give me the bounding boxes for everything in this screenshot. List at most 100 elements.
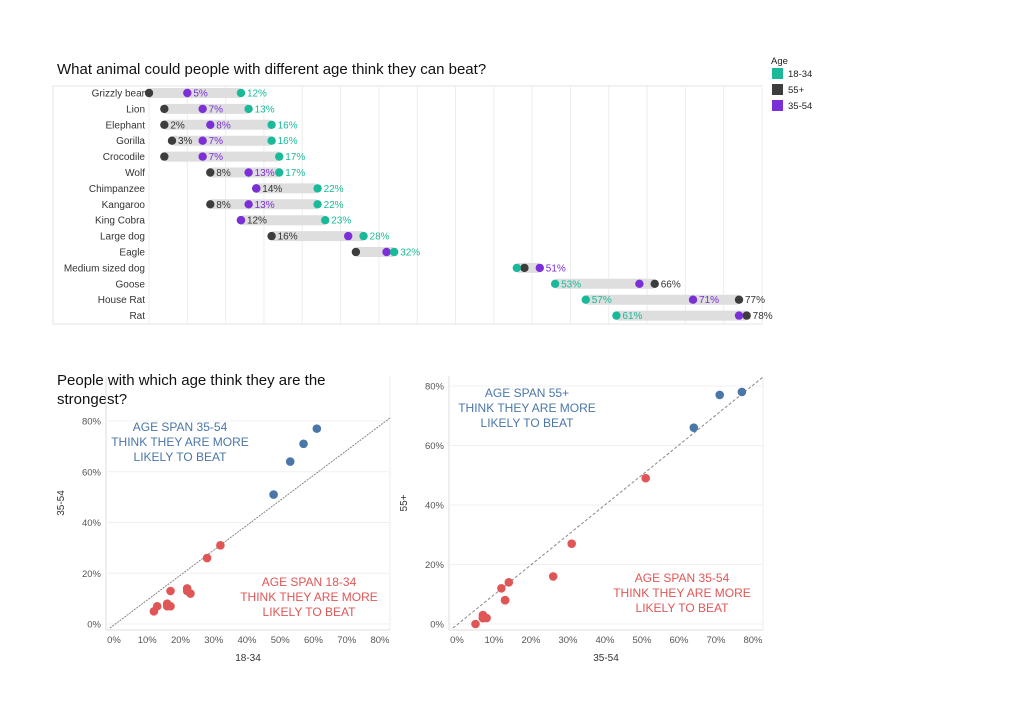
legend-swatch [772,100,783,111]
range-band [149,88,241,98]
dot-a55 [144,88,154,98]
value-label: 8% [216,168,231,179]
y-tick-label: 20% [82,569,102,580]
annotation-text: AGE SPAN 18-34 [262,575,357,589]
animal-label: Wolf [125,168,145,179]
animal-label: Eagle [119,248,145,259]
x-tick-label: 20% [171,635,191,646]
range-band [240,215,326,226]
dot-a55 [167,136,177,145]
dot-a1834 [313,200,322,209]
scatter-point [166,601,175,611]
dot-a55 [160,104,169,114]
scatter-point [478,613,488,623]
x-tick-label: 60% [669,635,689,646]
animal-label: Medium sized dog [64,263,145,274]
annotation-text: THINK THEY ARE MORE [458,401,596,415]
animal-label: Kangaroo [102,200,146,211]
dot-a55 [160,152,169,161]
value-label: 17% [285,152,305,163]
x-tick-label: 10% [484,635,504,646]
scatter-point [299,439,308,449]
dot-a3554 [635,279,644,288]
dot-a1834 [321,216,330,225]
legend-label: 18-34 [788,69,812,80]
dot-a1834 [275,152,284,161]
value-label: 71% [699,295,719,306]
animal-label: Lion [126,104,145,115]
dot-a55 [160,120,169,129]
dot-a1834 [267,120,276,129]
animal-label: Goose [116,279,146,290]
range-band [585,294,740,305]
y-tick-label: 0% [87,620,101,631]
scatter-point [285,457,295,466]
animal-label: Elephant [106,120,146,131]
y-axis-title: 55+ [399,494,410,511]
range-band [616,310,747,321]
x-tick-label: 0% [107,635,121,646]
scatter-point [471,619,480,629]
dot-a55 [734,295,744,304]
value-label: 28% [370,232,390,243]
x-tick-label: 60% [304,635,324,646]
dot-a3554 [236,216,246,225]
scatter-point [186,589,195,598]
dot-a55 [267,231,276,241]
value-label: 61% [622,311,642,322]
dot-a3554 [535,263,544,273]
y-tick-label: 0% [430,620,444,631]
dot-a1834 [244,104,253,114]
dot-a55 [206,168,215,177]
value-label: 3% [178,136,193,147]
dumbbell-frame [52,85,763,325]
scatter-point [689,423,699,432]
dot-a1834 [550,279,560,288]
value-label: 13% [255,168,275,179]
value-label: 78% [753,311,773,322]
value-label: 16% [278,120,298,131]
y-tick-label: 20% [425,560,445,571]
dot-a3554 [252,184,261,193]
dot-a1834 [236,88,246,98]
value-label: 12% [247,89,267,100]
x-tick-label: 70% [337,635,357,646]
scatter-point [504,578,514,587]
legend-swatch [772,68,783,79]
value-label: 66% [661,279,681,290]
animal-label: Gorilla [116,136,145,147]
value-label: 23% [331,216,351,227]
x-tick-label: 80% [370,635,390,646]
legend-label: 35-54 [788,101,812,112]
scatter-point [737,387,747,397]
scatter-point [641,473,650,483]
x-tick-label: 70% [706,635,726,646]
scatter-point [166,586,175,596]
dot-a3554 [198,104,207,114]
animal-label: House Rat [98,295,145,306]
x-tick-label: 0% [450,635,464,646]
scatter-point [548,572,558,581]
dot-a3554 [688,295,698,304]
value-label: 13% [255,200,275,211]
x-tick-label: 50% [632,635,652,646]
dot-a3554 [382,247,391,257]
dot-a1834 [612,311,621,320]
dot-a3554 [344,231,353,241]
legend-swatch [772,84,783,95]
y-tick-label: 60% [425,441,445,452]
annotation-text: THINK THEY ARE MORE [111,435,249,449]
range-band [210,199,318,210]
x-tick-label: 30% [558,635,578,646]
value-label: 22% [324,200,344,211]
scatter-point [269,490,278,499]
y-tick-label: 40% [82,518,102,529]
value-label: 16% [278,136,298,147]
x-axis-title: 35-54 [593,653,619,664]
y-tick-label: 80% [82,417,102,428]
animal-label: Chimpanzee [89,184,146,195]
x-tick-label: 40% [237,635,257,646]
y-axis-title: 35-54 [56,490,67,516]
dot-a1834 [313,184,322,193]
